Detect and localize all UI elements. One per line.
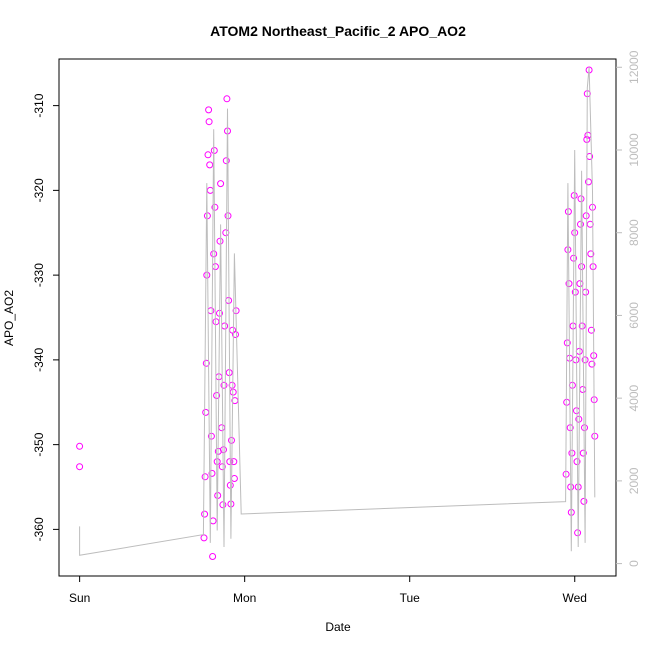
y-axis-label: APO_AO2	[2, 290, 16, 346]
data-point	[201, 473, 209, 481]
data-point	[204, 151, 212, 159]
plot-frame	[58, 58, 617, 577]
data-point	[207, 307, 215, 315]
data-point	[230, 475, 238, 482]
y-right-tick-label: 6000	[627, 302, 641, 329]
data-point	[209, 517, 217, 525]
data-point	[218, 424, 226, 432]
data-point	[201, 510, 209, 518]
data-point	[205, 118, 213, 126]
data-point	[202, 408, 210, 416]
data-point	[228, 436, 235, 444]
data-point	[232, 331, 239, 338]
chart-title: ATOM2 Northeast_Pacific_2 APO_AO2	[210, 23, 466, 39]
data-point	[222, 157, 230, 165]
data-point	[206, 161, 214, 169]
data-point	[587, 326, 595, 334]
x-tick-label: Tue	[400, 591, 421, 605]
y-right-tick-label: 2000	[627, 467, 641, 494]
y-tick-label: -310	[32, 93, 46, 117]
data-point	[576, 280, 584, 288]
data-point	[217, 180, 225, 188]
y-right-tick-label: 8000	[627, 219, 641, 246]
data-point	[587, 250, 595, 258]
data-point	[577, 220, 584, 228]
data-point	[221, 322, 229, 330]
data-point	[213, 392, 221, 399]
y-right-tick-label: 0	[627, 560, 641, 567]
x-tick-label: Wed	[563, 591, 587, 605]
data-point	[571, 229, 579, 237]
data-point	[572, 356, 580, 364]
y-tick-label: -340	[32, 348, 46, 372]
data-point	[582, 288, 590, 296]
data-point	[223, 95, 231, 103]
data-point	[563, 339, 571, 347]
data-point	[228, 381, 236, 389]
y-tick-label: -360	[32, 517, 46, 541]
x-tick-label: Sun	[69, 591, 90, 605]
y-tick-label: -350	[32, 432, 46, 456]
y-right-tick-label: 10000	[627, 133, 641, 167]
data-point	[230, 458, 238, 466]
y-tick-label: -320	[32, 178, 46, 202]
data-point	[222, 229, 230, 237]
chart-marks	[76, 66, 599, 560]
data-point	[220, 381, 228, 389]
data-point	[585, 178, 592, 186]
data-point	[229, 326, 237, 334]
data-point	[208, 469, 216, 477]
data-point	[584, 131, 592, 139]
data-point	[578, 263, 586, 271]
data-point	[76, 442, 84, 450]
data-point	[219, 501, 227, 509]
data-point	[581, 356, 589, 364]
data-point	[205, 106, 213, 114]
data-point	[212, 318, 220, 326]
data-point	[579, 386, 587, 393]
x-axis-label: Date	[325, 620, 351, 634]
y-right-tick-label: 12000	[627, 50, 641, 84]
x-tick-label: Mon	[233, 591, 256, 605]
data-point	[574, 483, 582, 491]
data-point	[202, 359, 210, 367]
data-point	[209, 553, 217, 560]
y-right-tick-label: 4000	[627, 384, 641, 411]
series-line	[79, 67, 596, 556]
axis-ticks: Sun Mon Tue Wed -310 -320 -330 -340 -350 -360 0 200…	[32, 50, 641, 605]
data-point	[578, 322, 586, 330]
data-point	[571, 288, 579, 296]
data-point	[575, 415, 583, 423]
data-point	[206, 186, 214, 194]
data-point	[579, 449, 587, 457]
data-point	[218, 463, 226, 471]
data-point	[210, 250, 218, 258]
data-point	[213, 458, 221, 466]
data-point	[200, 534, 208, 542]
data-point	[575, 347, 583, 355]
data-point	[203, 271, 211, 279]
data-point	[588, 360, 596, 368]
y-tick-label: -330	[32, 263, 46, 287]
data-point	[580, 497, 588, 505]
data-point	[76, 463, 84, 471]
data-point	[220, 446, 227, 454]
